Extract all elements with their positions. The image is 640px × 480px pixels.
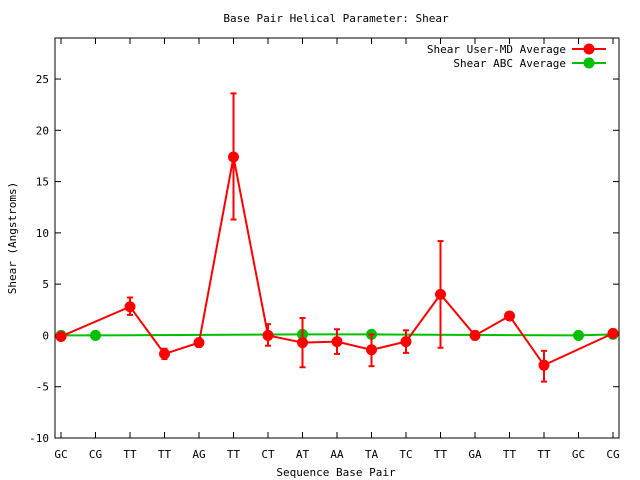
x-tick-label: GC (54, 448, 67, 461)
legend-marker (583, 43, 595, 55)
data-point (366, 344, 377, 356)
data-point (159, 348, 170, 360)
x-tick-label: TT (434, 448, 448, 461)
y-tick-label: 10 (36, 227, 49, 240)
x-axis: GC CG TT TT AG TT CT AT AA TA TC TT GA TT TT GC CG (54, 38, 620, 461)
x-tick-label: TT (123, 448, 137, 461)
legend-marker (583, 57, 595, 69)
y-tick-label: 0 (42, 329, 49, 342)
y-axis-label: Shear (Angstroms) (6, 182, 19, 295)
series-0 (55, 92, 619, 383)
x-tick-label: TT (537, 448, 551, 461)
data-point (469, 329, 481, 341)
data-point (297, 337, 308, 349)
data-point (90, 329, 101, 341)
x-tick-label: TT (158, 448, 172, 461)
y-tick-label: -10 (29, 432, 49, 445)
x-tick-label: TC (399, 448, 412, 461)
y-tick-label: 5 (42, 278, 49, 291)
x-tick-label: CG (89, 448, 102, 461)
y-axis: -10 -5 0 5 10 15 20 25 (29, 73, 619, 445)
data-point (124, 301, 136, 313)
legend-label: Shear User-MD Average (427, 43, 566, 56)
x-tick-label: TA (365, 448, 379, 461)
data-point (573, 329, 584, 341)
x-tick-label: TT (227, 448, 241, 461)
x-axis-label: Sequence Base Pair (276, 466, 396, 479)
x-tick-label: CG (606, 448, 619, 461)
data-point (400, 336, 412, 348)
data-point (607, 327, 619, 339)
data-point (538, 359, 550, 371)
y-tick-label: 15 (36, 176, 49, 189)
y-tick-label: 25 (36, 73, 49, 86)
chart-title: Base Pair Helical Parameter: Shear (223, 12, 449, 25)
data-point (193, 337, 205, 349)
x-tick-label: AG (192, 448, 205, 461)
data-point (504, 310, 515, 322)
x-tick-label: GC (572, 448, 585, 461)
x-tick-label: AT (296, 448, 310, 461)
data-point (262, 329, 274, 341)
legend-label: Shear ABC Average (453, 57, 566, 70)
plot-frame (54, 37, 620, 439)
x-tick-label: CT (261, 448, 275, 461)
y-tick-label: -5 (36, 381, 49, 394)
x-tick-label: TT (503, 448, 517, 461)
data-point (55, 330, 67, 342)
series-layer (55, 92, 619, 383)
x-tick-label: AA (330, 448, 344, 461)
data-point (435, 288, 446, 300)
y-tick-label: 20 (36, 124, 49, 137)
data-point (331, 336, 343, 348)
x-tick-label: GA (468, 448, 482, 461)
data-point (228, 151, 239, 163)
